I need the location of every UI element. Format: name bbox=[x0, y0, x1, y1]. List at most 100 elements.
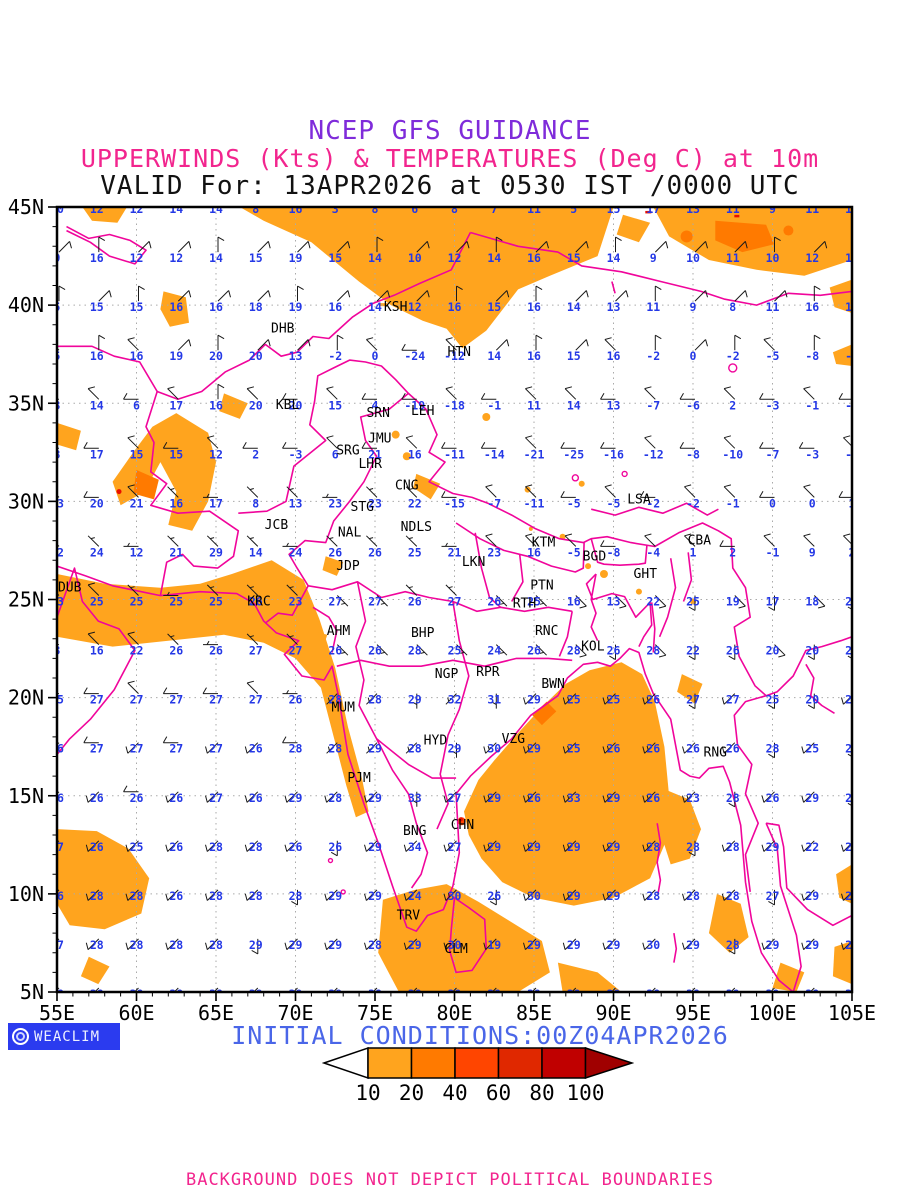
temp-value: 20 bbox=[90, 496, 104, 510]
wind-barb-icon bbox=[87, 535, 100, 547]
wind-barb-icon bbox=[523, 693, 537, 705]
coastline-path bbox=[448, 896, 488, 974]
temp-value: 19 bbox=[169, 349, 183, 363]
coastline-path bbox=[585, 573, 653, 647]
wind-barb-icon bbox=[535, 334, 543, 351]
wind-barb-icon bbox=[376, 290, 390, 302]
temp-value: 26 bbox=[90, 840, 104, 854]
temp-value: 29 bbox=[368, 840, 382, 854]
wind-barb-icon bbox=[694, 290, 708, 302]
coastline-path bbox=[765, 822, 852, 927]
temp-value: 27 bbox=[726, 693, 740, 707]
wind-barb-icon bbox=[679, 392, 695, 400]
wind-barb-icon bbox=[251, 938, 259, 955]
wind-barb-icon bbox=[615, 595, 627, 609]
wind-barb-icon bbox=[483, 840, 497, 852]
wind-barb-icon bbox=[684, 533, 696, 547]
coastline-path bbox=[591, 502, 719, 516]
wind-barb-icon bbox=[575, 241, 589, 253]
temp-value: 14 bbox=[249, 545, 263, 559]
wind-barb-icon bbox=[813, 595, 826, 609]
coastline-path bbox=[650, 602, 656, 653]
wind-barb-icon bbox=[480, 392, 497, 400]
wind-barb-icon bbox=[734, 290, 748, 302]
wind-barb-icon bbox=[639, 491, 656, 498]
x-axis-label: 75E bbox=[357, 1001, 393, 1025]
wind-barb-icon bbox=[485, 484, 497, 498]
wind-barb-icon bbox=[330, 840, 338, 857]
city-label: DUB bbox=[58, 581, 82, 596]
wind-barb-icon bbox=[721, 987, 736, 992]
wind-barb-icon bbox=[642, 693, 656, 705]
shading-blob bbox=[322, 556, 344, 576]
temp-value: 26 bbox=[209, 644, 223, 658]
temp-value: 1 bbox=[690, 545, 697, 559]
wind-barb-icon bbox=[336, 644, 349, 656]
temp-value: -3 bbox=[766, 398, 780, 412]
temp-value: 30 bbox=[448, 938, 462, 952]
city-label: PTN bbox=[530, 579, 553, 594]
temp-value: 20 bbox=[249, 349, 263, 363]
wind-barb-icon bbox=[774, 644, 786, 658]
temp-value: 25 bbox=[448, 644, 462, 658]
wind-barb-icon bbox=[257, 290, 271, 302]
city-label: CNG bbox=[395, 479, 419, 494]
temp-value: 20 bbox=[805, 644, 819, 658]
wind-barb-icon bbox=[366, 535, 378, 547]
temp-value: 28 bbox=[726, 938, 740, 952]
shading-blob bbox=[616, 214, 651, 243]
wind-barb-icon bbox=[127, 337, 139, 351]
wind-barb-icon bbox=[719, 540, 735, 547]
temp-value: 28 bbox=[169, 987, 183, 1001]
temp-value: 15 bbox=[328, 251, 342, 265]
coastline-path bbox=[238, 359, 410, 624]
wind-barb-icon bbox=[178, 195, 184, 203]
x-axis-label: 65E bbox=[198, 1001, 234, 1025]
temp-value: 27 bbox=[289, 644, 303, 658]
shading-blob bbox=[680, 230, 693, 243]
temp-value: 27 bbox=[448, 595, 462, 609]
wind-barb-icon bbox=[217, 334, 225, 351]
wind-barb-icon bbox=[326, 535, 338, 547]
wind-barb-icon bbox=[366, 742, 378, 754]
temp-value: 26 bbox=[90, 791, 104, 805]
wind-barb-icon bbox=[364, 840, 378, 852]
shading-blob bbox=[772, 962, 805, 992]
wind-barb-icon bbox=[575, 290, 589, 302]
shading-blob bbox=[532, 701, 557, 726]
wind-barb-icon bbox=[127, 584, 139, 596]
temp-value: 16 bbox=[527, 300, 541, 314]
temp-value: 33 bbox=[408, 791, 422, 805]
temp-value: 16 bbox=[130, 349, 144, 363]
wind-barb-icon bbox=[801, 987, 815, 992]
city-label: STG bbox=[351, 500, 375, 515]
temp-value: 28 bbox=[368, 987, 382, 1001]
wind-barb-icon bbox=[286, 633, 298, 645]
wind-barb-icon bbox=[682, 889, 696, 901]
shading-blob bbox=[464, 662, 670, 906]
wind-barb-icon bbox=[843, 435, 852, 448]
temp-value: 17 bbox=[169, 398, 183, 412]
legend-label: 60 bbox=[486, 1081, 511, 1104]
wind-barb-icon bbox=[523, 840, 537, 852]
wind-barb-icon bbox=[401, 343, 417, 351]
wind-barb-icon bbox=[413, 791, 418, 807]
wind-barb-icon bbox=[162, 687, 179, 695]
temp-value: 28 bbox=[408, 644, 422, 658]
temp-value: 29 bbox=[567, 840, 581, 854]
chart-title: NCEP GFS GUIDANCE bbox=[308, 116, 592, 146]
temp-value: 3 bbox=[332, 202, 339, 216]
temp-value: 2 bbox=[252, 447, 259, 461]
city-label: JMU bbox=[368, 432, 391, 447]
temp-value: 26 bbox=[130, 791, 144, 805]
y-axis-label: 25N bbox=[8, 588, 44, 612]
wind-barb-icon bbox=[87, 631, 100, 645]
temp-value: 10 bbox=[50, 202, 64, 216]
temp-value: 10 bbox=[408, 251, 422, 265]
city-label: HTN bbox=[448, 345, 471, 360]
wind-barb-icon bbox=[495, 290, 510, 302]
wind-barb-icon bbox=[642, 791, 656, 803]
wind-barb-icon bbox=[138, 285, 145, 302]
temp-value: 7 bbox=[491, 202, 498, 216]
temp-value: 25 bbox=[130, 840, 144, 854]
